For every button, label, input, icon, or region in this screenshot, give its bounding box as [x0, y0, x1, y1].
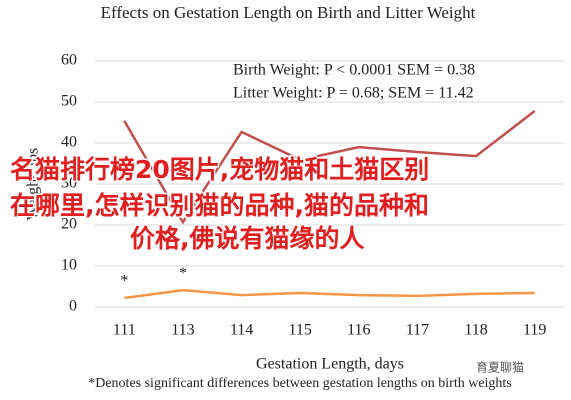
y-tick-label: 20 — [61, 216, 77, 233]
x-tick-label: 114 — [230, 322, 253, 339]
x-tick-label: 117 — [406, 322, 429, 339]
watermark: 育夏聊猫 — [476, 360, 524, 375]
x-tick-label: 118 — [464, 322, 487, 339]
stats-note: Birth Weight: P < 0.0001 SEM = 0.38 — [233, 62, 475, 79]
y-tick-label: 60 — [61, 52, 77, 69]
stats-note: Litter Weight: P = 0.68; SEM = 11.42 — [233, 85, 474, 102]
x-axis-label: Gestation Length, days — [256, 356, 404, 373]
overlay-text: 价格,佛说有猫缘的人 — [130, 224, 365, 253]
x-tick-label: 119 — [523, 322, 546, 339]
y-tick-label: 40 — [61, 134, 77, 151]
y-tick-label: 10 — [61, 257, 77, 274]
x-tick-label: 111 — [113, 322, 136, 339]
x-tick-label: 113 — [171, 322, 194, 339]
y-tick-label: 50 — [61, 93, 77, 110]
chart-title: Effects on Gestation Length on Birth and… — [101, 3, 476, 22]
overlay-text: 名猫排行榜20图片,宠物猫和土猫区别 — [10, 155, 429, 184]
footnote: *Denotes significant differences between… — [88, 376, 512, 391]
y-tick-label: 30 — [61, 175, 77, 192]
series-line — [124, 288, 535, 300]
x-tick-label: 116 — [347, 322, 370, 339]
y-axis-label: Weight, lbs — [25, 148, 42, 220]
overlay-text: 在哪里,怎样识别猫的品种,猫的品种和 — [10, 191, 429, 220]
plot-area: 0 10 20 30 40 50 60 111 113 114 115 116 117 118 119 * * — [61, 52, 564, 339]
y-tick-label: 0 — [69, 298, 77, 315]
point-annotation: * — [120, 273, 128, 290]
series-line — [123, 110, 536, 225]
x-tick-label: 115 — [288, 322, 311, 339]
point-annotation: * — [179, 265, 187, 282]
